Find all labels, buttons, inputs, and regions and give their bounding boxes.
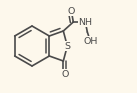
Text: O: O [68,7,75,16]
Text: NH: NH [78,17,92,27]
Text: OH: OH [83,36,98,45]
Text: O: O [61,69,68,78]
Text: S: S [64,41,70,50]
